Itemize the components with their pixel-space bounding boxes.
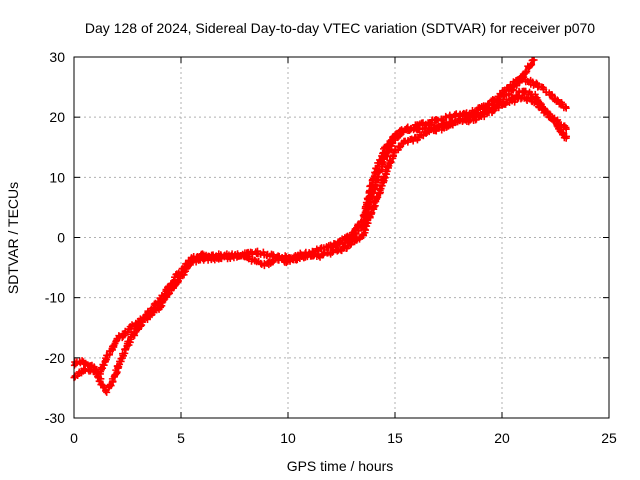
y-tick-label: 20 [49,109,65,125]
data-point [523,67,531,75]
x-axis-label: GPS time / hours [287,458,394,474]
x-tick-label: 25 [601,430,617,446]
y-axis-label: SDTVAR / TECUs [5,182,21,294]
data-point [562,134,570,142]
data-point [530,56,538,64]
data-point [553,96,561,104]
y-tick-label: 0 [57,230,65,246]
data-point [282,259,290,267]
data-point [368,209,376,217]
x-tick-label: 10 [280,430,296,446]
series-track-c [327,73,570,251]
data-point [508,81,516,89]
y-tick-label: -10 [45,290,65,306]
x-tick-label: 0 [70,430,78,446]
chart-title: Day 128 of 2024, Sidereal Day-to-day VTE… [85,20,595,36]
y-tick-label: 30 [49,49,65,65]
x-tick-label: 20 [494,430,510,446]
data-point [383,141,391,149]
data-point [529,78,537,86]
y-tick-label: 10 [49,169,65,185]
axis-ticks: 0 5 10 15 20 25 -30 -20 -10 0 10 20 30 [45,49,617,446]
y-tick-label: -30 [45,410,65,426]
data-point [233,253,241,261]
data-point [562,125,570,133]
series-track-d [508,92,570,133]
x-tick-label: 5 [177,430,185,446]
data-point [100,361,108,369]
data-point [382,168,390,176]
data-point [562,104,570,112]
series-track-b [70,87,570,396]
y-tick-label: -20 [45,350,65,366]
grid-lines [74,57,609,418]
x-tick-label: 15 [387,430,403,446]
data-points [70,56,570,396]
